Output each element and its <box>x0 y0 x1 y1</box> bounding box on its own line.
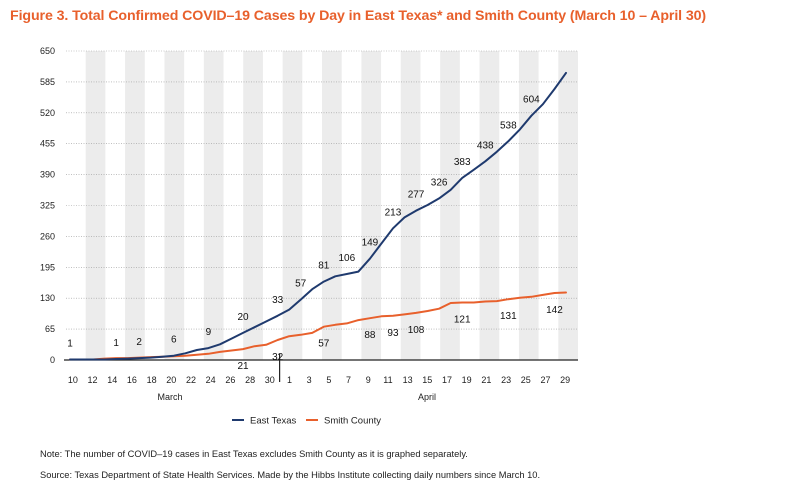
data-label: 142 <box>546 305 563 316</box>
x-tick-label: 18 <box>147 375 157 385</box>
data-label: 9 <box>206 327 212 338</box>
gridlines <box>64 50 578 382</box>
x-tick-label: 9 <box>366 375 371 385</box>
data-label: 277 <box>408 190 425 201</box>
y-tick-label: 650 <box>40 46 55 56</box>
y-tick-label: 585 <box>40 77 55 87</box>
data-label: 6 <box>171 335 177 346</box>
x-axis-ticks: 10 12 14 16 18 20 22 24 26 28 30 1 3 5 7 9 11 13 15 17 19 21 2… <box>68 375 570 402</box>
data-label: 81 <box>318 261 330 272</box>
chart-note: Note: The number of COVID–19 cases in Ea… <box>40 449 468 459</box>
series-lines <box>69 71 567 361</box>
x-tick-label: 10 <box>68 375 78 385</box>
legend-label-east-texas: East Texas <box>250 416 297 427</box>
data-label: 57 <box>295 279 307 290</box>
data-label: 1 <box>113 338 119 349</box>
data-label: 93 <box>387 328 399 339</box>
x-tick-label: 17 <box>442 375 452 385</box>
data-label: 2 <box>136 337 142 348</box>
data-label: 213 <box>385 207 402 218</box>
data-label: 106 <box>338 253 355 264</box>
y-tick-label: 0 <box>50 355 55 365</box>
data-label: 57 <box>318 339 330 350</box>
data-label: 88 <box>364 330 376 341</box>
data-label: 383 <box>454 157 471 168</box>
y-tick-label: 260 <box>40 231 55 241</box>
column-band <box>85 51 106 360</box>
data-labels: 1 1 2 6 9 20 33 57 81 106 149 213 277 326 383 438 538 604… <box>67 95 563 372</box>
x-tick-label: 24 <box>206 375 216 385</box>
data-label: 538 <box>500 120 517 131</box>
x-tick-label: 26 <box>225 375 235 385</box>
y-tick-label: 520 <box>40 108 55 118</box>
column-band <box>558 51 578 360</box>
data-label: 131 <box>500 311 517 322</box>
x-tick-label: 7 <box>346 375 351 385</box>
y-tick-label: 195 <box>40 262 55 272</box>
y-tick-label: 325 <box>40 201 55 211</box>
month-label-april: April <box>418 392 436 402</box>
data-label: 121 <box>454 314 471 325</box>
x-tick-label: 23 <box>501 375 511 385</box>
x-tick-label: 5 <box>326 375 331 385</box>
x-tick-label: 27 <box>540 375 550 385</box>
legend-label-smith-county: Smith County <box>324 416 381 427</box>
chart-source: Source: Texas Department of State Health… <box>40 470 541 480</box>
y-tick-label: 390 <box>40 170 55 180</box>
chart-title: Figure 3. Total Confirmed COVID–19 Cases… <box>10 8 707 24</box>
x-tick-label: 21 <box>481 375 491 385</box>
data-label: 21 <box>237 361 249 372</box>
data-label: 33 <box>272 295 284 306</box>
data-label: 326 <box>431 177 448 188</box>
x-tick-label: 29 <box>560 375 570 385</box>
x-tick-label: 19 <box>462 375 472 385</box>
data-label: 1 <box>67 339 73 350</box>
x-tick-label: 3 <box>307 375 312 385</box>
data-label: 20 <box>237 312 249 323</box>
x-tick-label: 16 <box>127 375 137 385</box>
data-label: 108 <box>408 325 425 336</box>
x-tick-label: 14 <box>107 375 117 385</box>
series-line-east-texas <box>69 71 567 361</box>
x-tick-label: 15 <box>422 375 432 385</box>
y-axis-ticks: 0 65 130 195 260 325 390 455 520 585 650 <box>40 46 55 365</box>
x-tick-label: 30 <box>265 375 275 385</box>
x-tick-label: 22 <box>186 375 196 385</box>
data-label: 32 <box>272 352 284 363</box>
column-band <box>400 51 421 360</box>
x-tick-label: 13 <box>403 375 413 385</box>
x-tick-label: 25 <box>521 375 531 385</box>
data-label: 604 <box>523 95 540 106</box>
y-tick-label: 455 <box>40 139 55 149</box>
y-tick-label: 65 <box>45 324 55 334</box>
column-band <box>440 51 460 360</box>
y-tick-label: 130 <box>40 293 55 303</box>
legend: East Texas Smith County <box>232 416 381 427</box>
x-tick-label: 28 <box>245 375 255 385</box>
x-tick-label: 1 <box>287 375 292 385</box>
data-label: 438 <box>477 140 494 151</box>
x-tick-label: 12 <box>88 375 98 385</box>
column-band <box>125 51 145 360</box>
x-tick-label: 11 <box>383 375 392 385</box>
data-label: 149 <box>362 238 379 249</box>
x-tick-label: 20 <box>166 375 176 385</box>
column-band <box>243 51 263 360</box>
month-label-march: March <box>157 392 182 402</box>
column-band <box>282 51 303 360</box>
